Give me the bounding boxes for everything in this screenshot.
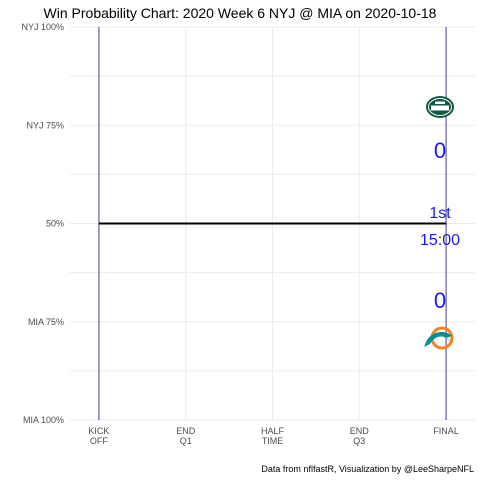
x-tick-label: HALF bbox=[261, 426, 285, 436]
mia-score: 0 bbox=[434, 288, 446, 313]
quarter-label: 1st bbox=[429, 205, 451, 222]
y-tick-label: NYJ 75% bbox=[26, 120, 64, 130]
chart-title: Win Probability Chart: 2020 Week 6 NYJ @… bbox=[44, 5, 437, 21]
y-tick-label: 50% bbox=[46, 219, 64, 229]
clock-label: 15:00 bbox=[420, 232, 460, 249]
y-tick-label: NYJ 100% bbox=[21, 22, 64, 32]
dolphins-logo bbox=[424, 326, 454, 350]
jets-logo bbox=[426, 96, 454, 118]
y-tick-label: MIA 100% bbox=[23, 415, 64, 425]
y-tick-label: MIA 75% bbox=[28, 317, 64, 327]
x-tick-label: END bbox=[176, 426, 196, 436]
x-tick-label-line2: Q1 bbox=[180, 436, 192, 446]
x-tick-label: KICK bbox=[88, 426, 109, 436]
x-tick-label-line2: TIME bbox=[262, 436, 284, 446]
chart-caption: Data from nflfastR, Visualization by @Le… bbox=[261, 464, 474, 474]
nyj-score: 0 bbox=[434, 138, 446, 163]
x-tick-label-line2: OFF bbox=[90, 436, 108, 446]
x-tick-label-line2: Q3 bbox=[353, 436, 365, 446]
y-axis-ticks: NYJ 100% NYJ 75% 50% MIA 75% MIA 100% bbox=[21, 22, 64, 425]
x-tick-label: FINAL bbox=[433, 426, 459, 436]
x-tick-label: END bbox=[350, 426, 370, 436]
